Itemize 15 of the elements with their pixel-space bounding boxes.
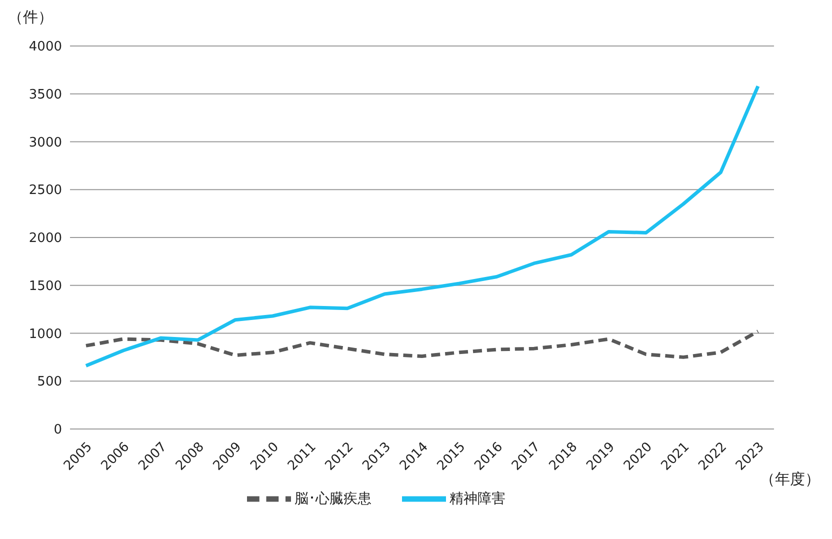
y-tick-label: 2000 — [28, 231, 62, 246]
legend-label: 脳･心臓疾患 — [294, 490, 372, 507]
line-series — [84, 330, 760, 359]
x-axis-title: （年度） — [760, 470, 820, 489]
y-tick-label: 4000 — [28, 40, 62, 55]
legend-label: 精神障害 — [450, 490, 506, 507]
y-tick-label: 1500 — [28, 278, 62, 294]
y-tick-label: 2500 — [28, 183, 62, 198]
y-tick-label: 3000 — [28, 135, 62, 150]
y-tick-label: 500 — [37, 374, 62, 390]
y-tick-label: 1000 — [28, 326, 62, 342]
y-tick-label: 3500 — [28, 87, 62, 102]
line-series — [84, 84, 760, 368]
y-tick-label: 0 — [54, 422, 62, 438]
y-axis-title: （件） — [8, 8, 53, 27]
